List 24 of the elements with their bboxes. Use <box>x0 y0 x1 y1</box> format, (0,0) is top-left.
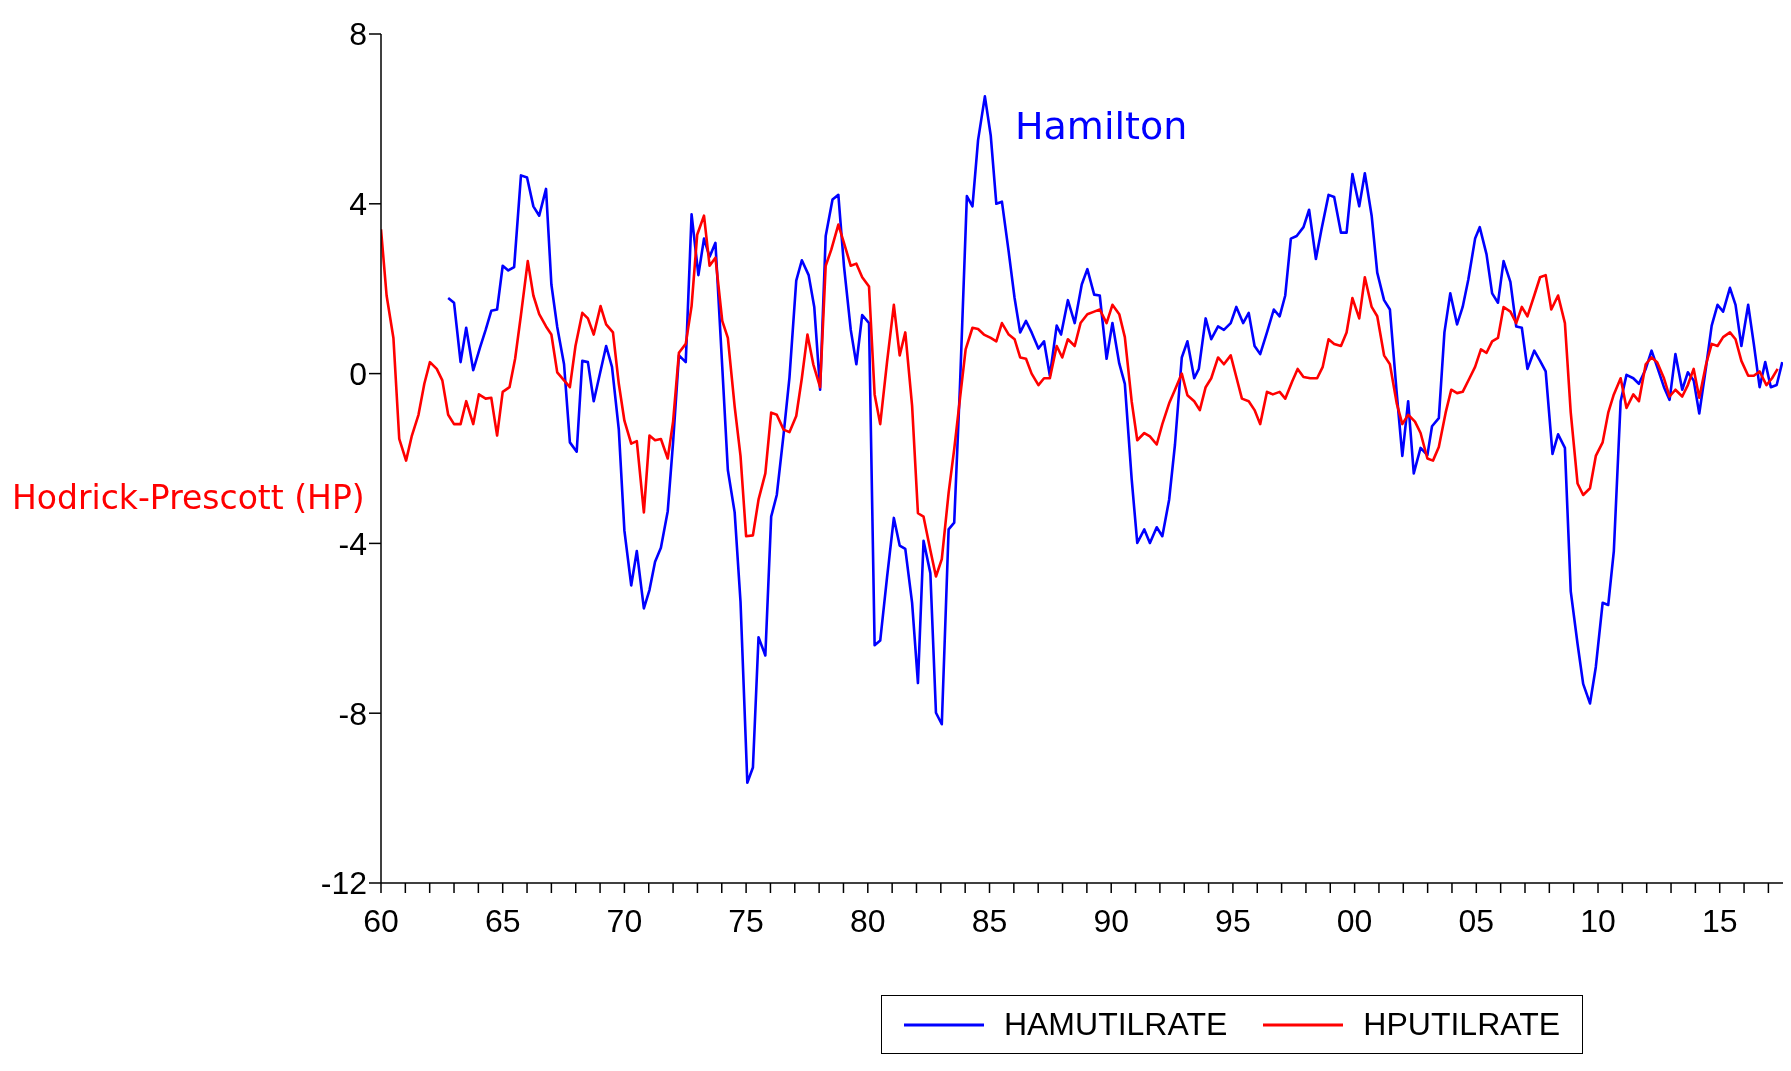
y-tick-label: 4 <box>349 186 367 223</box>
x-tick-label: 65 <box>484 902 521 939</box>
x-tick-label: 05 <box>1458 902 1495 939</box>
annotation: Hamilton <box>1015 104 1188 148</box>
x-tick-label: 95 <box>1215 902 1251 939</box>
x-tick-label: 75 <box>728 902 764 939</box>
x-tick-label: 90 <box>1093 902 1130 939</box>
text: Hodrick-Prescott (HP) <box>12 478 365 517</box>
legend-label: HAMUTILRATE <box>1003 1006 1228 1043</box>
y-tick-label: -8 <box>338 695 367 732</box>
x-tick-label: 80 <box>850 902 886 939</box>
y-tick-label: 8 <box>349 16 367 53</box>
y-tick-label: -4 <box>338 525 367 562</box>
line-series <box>446 95 1783 785</box>
x-tick-label: 00 <box>1336 902 1373 939</box>
x-tick-label: 85 <box>971 902 1008 939</box>
line-series <box>381 214 1779 578</box>
x-tick-label: 15 <box>1701 902 1738 939</box>
x-tick-label: 70 <box>606 902 643 939</box>
y-tick-label: -12 <box>320 865 367 902</box>
y-tick-label: 0 <box>349 355 367 392</box>
x-tick-label: 60 <box>363 902 399 939</box>
legend-label: HPUTILRATE <box>1363 1006 1561 1043</box>
x-tick-label: 10 <box>1580 902 1616 939</box>
